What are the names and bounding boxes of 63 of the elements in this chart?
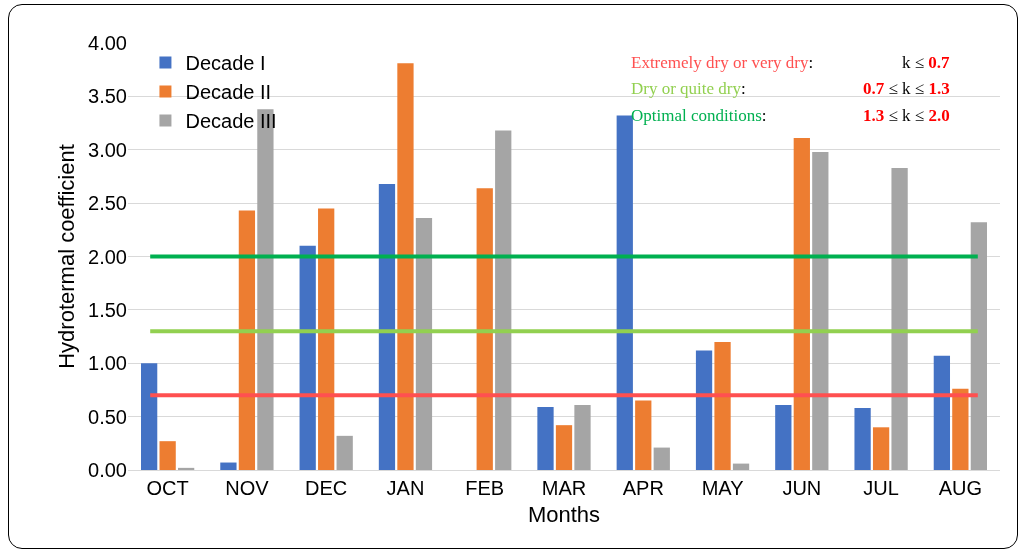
bar (952, 388, 969, 470)
x-tick-label: AUG (938, 477, 983, 499)
y-tick-label: 0.00 (88, 459, 127, 481)
x-tick-label: JUN (782, 477, 822, 499)
annotation: 0.7 ≤ k ≤ 1.3 (863, 79, 950, 98)
x-tick-label: NOV (225, 477, 270, 499)
y-axis-title: Hydrotermal coefficient (54, 144, 79, 369)
bar (732, 463, 750, 470)
x-tick-label: JUL (863, 477, 899, 499)
bar (555, 425, 573, 470)
y-tick-label: 2.50 (88, 192, 127, 215)
annotation: 1.3 ≤ k ≤ 2.0 (863, 106, 950, 125)
x-tick-label: FEB (465, 477, 505, 499)
x-tick-label: MAR (541, 477, 587, 499)
ref-line-label: Extremely dry or very dry: (631, 53, 814, 72)
x-tick-label: JAN (386, 477, 425, 499)
x-tick-label: MAY (701, 477, 744, 499)
legend-label: Decade I (185, 52, 266, 75)
bar (415, 218, 433, 470)
y-tick-label: 1.00 (88, 352, 127, 375)
bar (159, 441, 176, 470)
bar (970, 222, 987, 470)
y-tick-label: 4.00 (88, 32, 127, 54)
legend-label: Decade III (185, 110, 277, 133)
bar (714, 341, 731, 470)
bar (476, 188, 493, 470)
x-tick-label: OCT (146, 477, 189, 499)
bar (616, 115, 633, 470)
bar (775, 404, 792, 470)
x-axis-title: Months (527, 501, 601, 527)
legend-label: Decade II (185, 81, 272, 104)
bar (378, 183, 396, 470)
bar (257, 109, 274, 470)
bar (933, 355, 951, 470)
bar (495, 130, 512, 470)
bar (318, 208, 335, 470)
bar (891, 167, 908, 470)
bar (336, 435, 353, 470)
bar (812, 151, 829, 470)
bar (793, 138, 810, 470)
bar (574, 404, 591, 470)
bar (695, 350, 713, 470)
ref-line-label: Optimal conditions: (631, 106, 767, 125)
bar (177, 467, 195, 470)
bar (397, 63, 414, 470)
bar (141, 363, 158, 470)
bar (653, 447, 670, 470)
y-tick-label: 2.00 (88, 245, 127, 268)
bar (537, 407, 554, 470)
bar (238, 210, 256, 470)
y-tick-label: 0.50 (88, 405, 127, 428)
ref-line-label: Dry or quite dry: (631, 79, 746, 98)
y-tick-label: 3.00 (88, 138, 127, 161)
bar (299, 245, 316, 470)
bar (854, 408, 871, 470)
bar (220, 462, 237, 470)
annotation: k ≤ 0.7 (902, 53, 951, 72)
x-tick-label: DEC (305, 477, 348, 499)
y-tick-label: 1.50 (88, 298, 127, 321)
x-tick-label: APR (622, 477, 664, 499)
bar (635, 400, 652, 470)
bar (872, 427, 890, 470)
y-tick-label: 3.50 (88, 85, 127, 108)
